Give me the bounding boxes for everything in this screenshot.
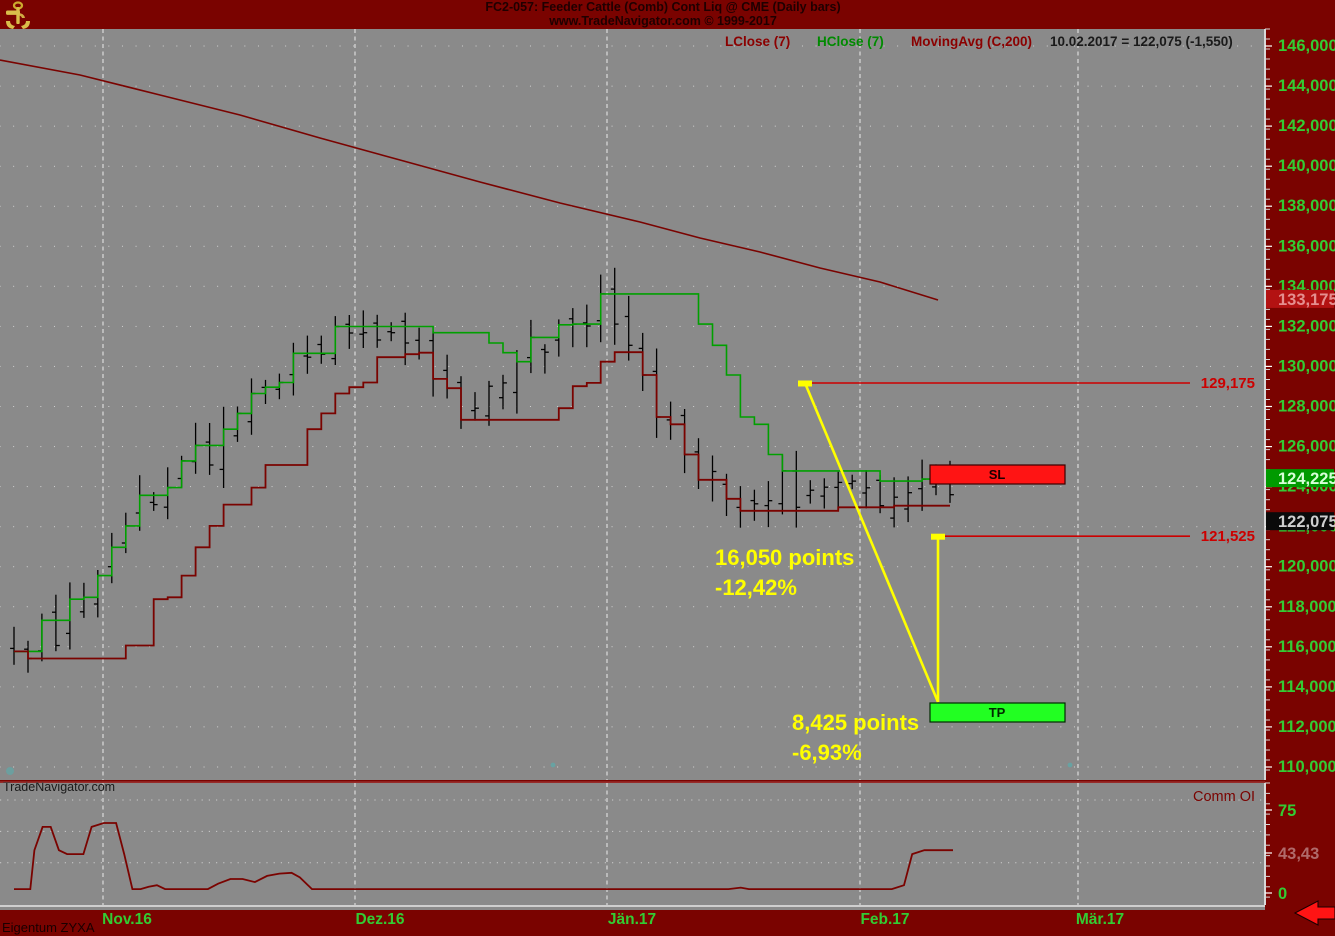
svg-text:Nov.16: Nov.16 <box>102 911 152 928</box>
svg-text:75: 75 <box>1278 802 1296 820</box>
svg-text:www.TradeNavigator.com © 1999-: www.TradeNavigator.com © 1999-2017 <box>548 14 777 28</box>
svg-text:0: 0 <box>1278 885 1287 903</box>
svg-text:130,000: 130,000 <box>1278 357 1335 375</box>
svg-text:120,000: 120,000 <box>1278 558 1335 576</box>
svg-text:SL: SL <box>989 467 1006 482</box>
svg-text:124,225: 124,225 <box>1278 470 1335 488</box>
svg-text:146,000: 146,000 <box>1278 37 1335 55</box>
svg-text:16,050 points: 16,050 points <box>715 545 854 570</box>
svg-text:126,000: 126,000 <box>1278 438 1335 456</box>
svg-text:Comm OI: Comm OI <box>1193 789 1255 805</box>
svg-text:43,43: 43,43 <box>1278 845 1319 863</box>
svg-text:133,175: 133,175 <box>1278 291 1335 309</box>
svg-text:HClose (7): HClose (7) <box>817 34 884 49</box>
svg-text:122,075: 122,075 <box>1278 513 1335 531</box>
svg-text:10.02.2017 = 122,075 (-1,550): 10.02.2017 = 122,075 (-1,550) <box>1050 34 1233 49</box>
svg-text:Eigentum ZYXA: Eigentum ZYXA <box>2 920 95 935</box>
svg-text:TP: TP <box>989 705 1006 720</box>
svg-text:132,000: 132,000 <box>1278 317 1335 335</box>
svg-text:110,000: 110,000 <box>1278 758 1335 776</box>
svg-text:129,175: 129,175 <box>1201 375 1255 392</box>
svg-text:Dez.16: Dez.16 <box>355 911 404 928</box>
svg-text:128,000: 128,000 <box>1278 398 1335 416</box>
svg-text:FC2-057: Feeder Cattle (Comb): FC2-057: Feeder Cattle (Comb) Cont Liq @… <box>485 0 840 14</box>
svg-text:-12,42%: -12,42% <box>715 575 797 600</box>
svg-text:142,000: 142,000 <box>1278 117 1335 135</box>
svg-text:136,000: 136,000 <box>1278 237 1335 255</box>
svg-text:-6,93%: -6,93% <box>792 740 862 765</box>
svg-text:LClose (7): LClose (7) <box>725 34 790 49</box>
svg-text:8,425 points: 8,425 points <box>792 710 919 735</box>
svg-text:144,000: 144,000 <box>1278 77 1335 95</box>
svg-text:Mär.17: Mär.17 <box>1076 911 1124 928</box>
svg-text:Feb.17: Feb.17 <box>860 911 909 928</box>
svg-text:112,000: 112,000 <box>1278 718 1335 736</box>
svg-text:Jän.17: Jän.17 <box>608 911 656 928</box>
svg-text:118,000: 118,000 <box>1278 598 1335 616</box>
svg-text:MovingAvg (C,200): MovingAvg (C,200) <box>911 34 1032 49</box>
svg-text:121,525: 121,525 <box>1201 528 1255 545</box>
svg-text:140,000: 140,000 <box>1278 157 1335 175</box>
svg-text:138,000: 138,000 <box>1278 197 1335 215</box>
svg-text:114,000: 114,000 <box>1278 678 1335 696</box>
svg-text:116,000: 116,000 <box>1278 638 1335 656</box>
